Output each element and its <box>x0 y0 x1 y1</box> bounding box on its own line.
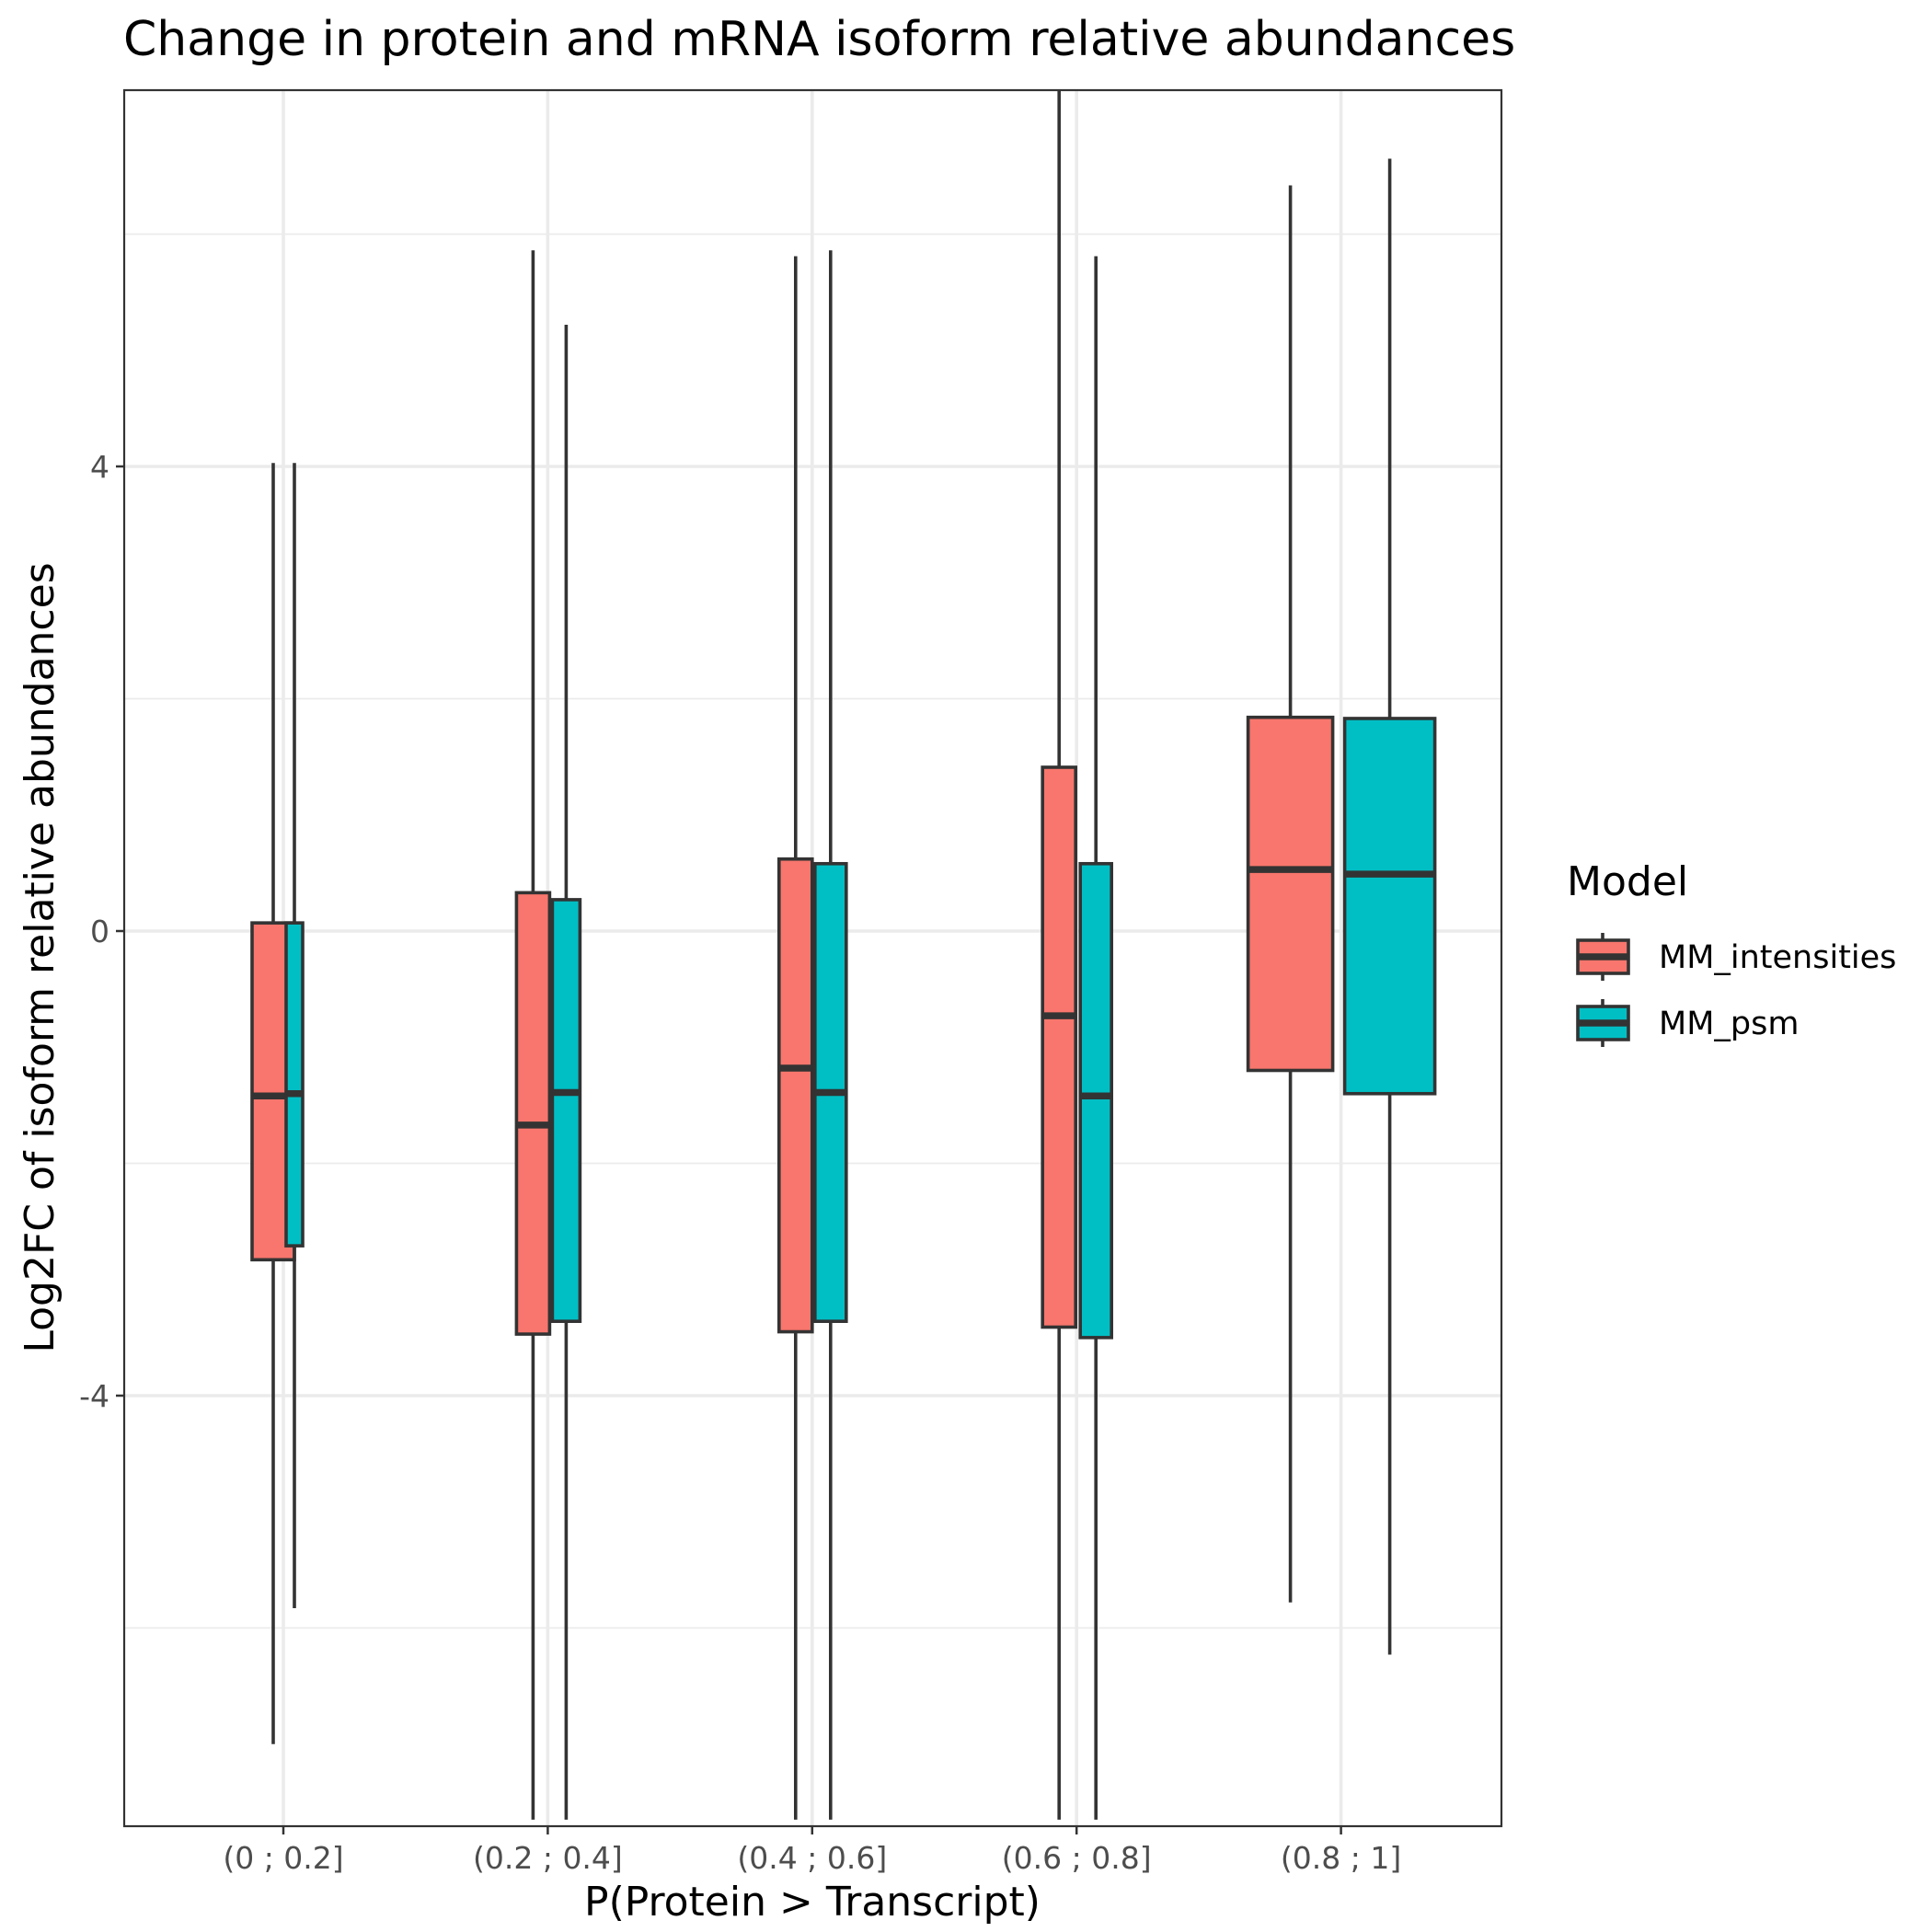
box-body <box>1078 861 1113 1340</box>
x-tick-label: (0 ; 0.2] <box>223 1840 343 1876</box>
y-tick-label: 4 <box>90 449 109 485</box>
x-tick-label: (0.8 ; 1] <box>1281 1840 1401 1876</box>
x-axis: (0 ; 0.2] (0.2 ; 0.4] (0.4 ; 0.6] (0.6 ; 0.… <box>223 1826 1401 1876</box>
y-tick-label: 0 <box>90 914 109 949</box>
box-body <box>1342 717 1437 1096</box>
box-MM_psm-2 <box>550 324 582 1820</box>
box-body <box>550 898 582 1323</box>
box-MM_psm-5 <box>1342 158 1437 1655</box>
chart-title: Change in protein and mRNA isoform relat… <box>123 12 1515 67</box>
box-MM_psm-1 <box>284 463 305 1609</box>
legend-item-MM_intensities: MM_intensities <box>1576 933 1896 981</box>
legend-items: MM_intensities MM_psm <box>1576 933 1896 1047</box>
x-axis-title: P(Protein > Transcript) <box>584 1879 1041 1926</box>
legend-label: MM_psm <box>1659 1006 1799 1042</box>
y-tick-label: -4 <box>79 1378 109 1414</box>
legend-label: MM_intensities <box>1659 939 1896 976</box>
y-axis-title: Log2FC of isoform relative abundances <box>17 562 63 1352</box>
box-MM_psm-3 <box>812 250 848 1820</box>
box-MM_intensities-2 <box>514 250 552 1820</box>
box-MM_intensities-5 <box>1246 185 1335 1603</box>
box-body <box>1041 765 1077 1329</box>
x-tick-label: (0.6 ; 0.8] <box>1002 1840 1152 1876</box>
x-tick-label: (0.4 ; 0.6] <box>737 1840 887 1876</box>
box-MM_psm-4 <box>1078 256 1113 1820</box>
box-body <box>514 891 552 1336</box>
box-body <box>1246 715 1335 1073</box>
box-series <box>250 90 1437 1820</box>
box-body <box>776 857 814 1334</box>
box-MM_intensities-4 <box>1041 90 1077 1820</box>
y-axis: 4 0 -4 <box>79 449 124 1414</box>
x-tick-label: (0.2 ; 0.4] <box>473 1840 623 1876</box>
legend-item-MM_psm: MM_psm <box>1576 999 1799 1047</box>
legend-title: Model <box>1567 858 1688 905</box>
box-MM_intensities-3 <box>776 256 814 1820</box>
box-body <box>284 921 305 1248</box>
legend: Model MM_intensities MM_psm <box>1567 858 1896 1047</box>
